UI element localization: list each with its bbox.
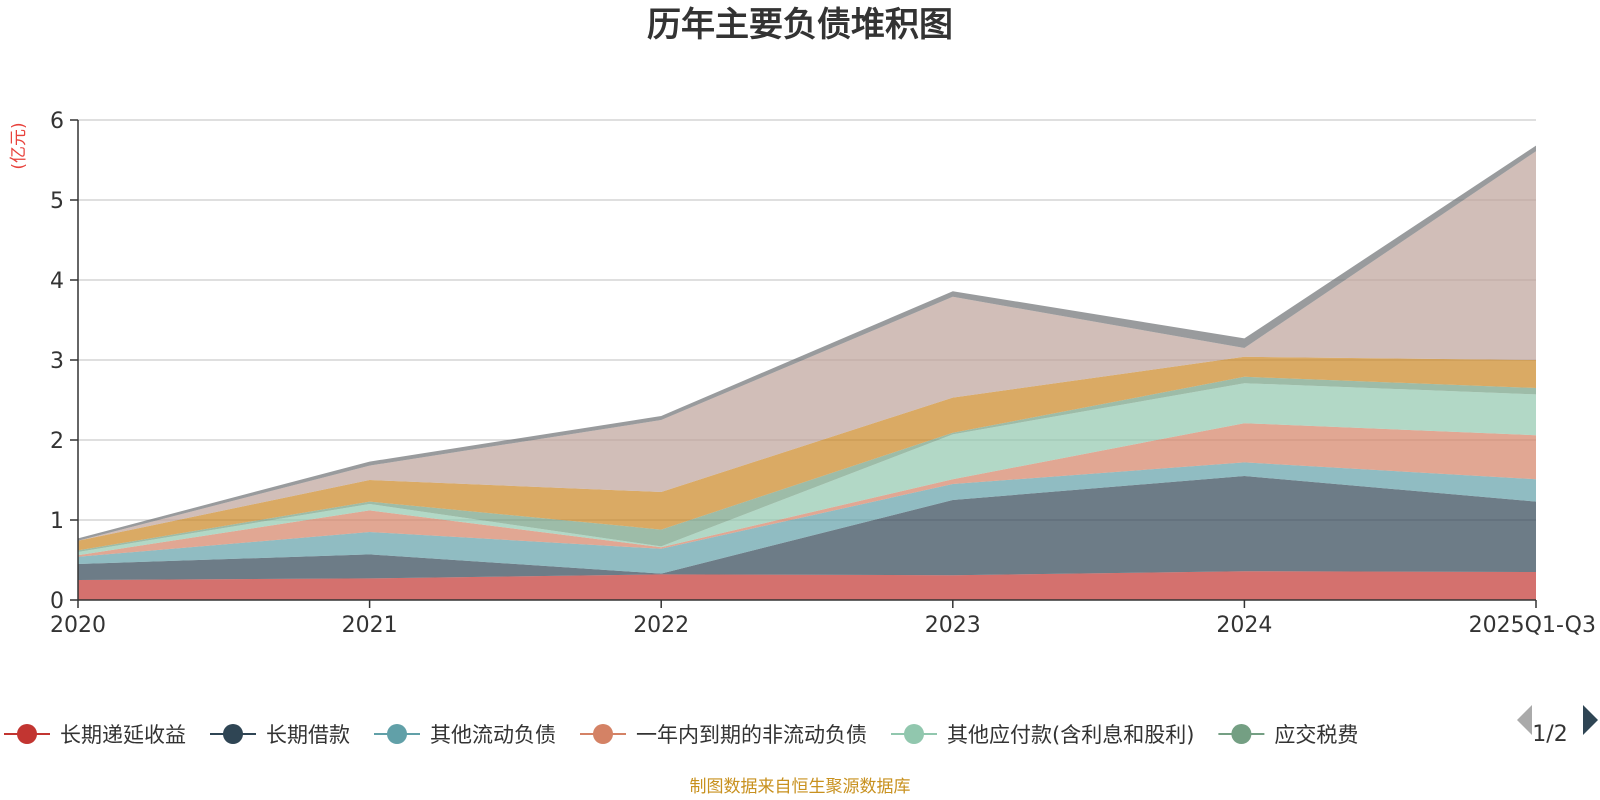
legend-item[interactable]: 长期递延收益 — [4, 723, 186, 747]
legend-marker-icon — [17, 724, 37, 744]
axes: 0 1 2 3 4 5 6 2020 2021 2022 2023 2024 2025Q1-Q3 — [50, 109, 1596, 638]
legend-label: 其他流动负债 — [430, 723, 556, 747]
series-areas — [78, 145, 1536, 600]
y-tick-label: 3 — [50, 349, 64, 374]
area-series-1[interactable] — [78, 476, 1536, 580]
legend-item[interactable]: 其他应付款(含利息和股利) — [891, 723, 1194, 747]
legend-label: 应交税费 — [1274, 723, 1358, 747]
legend: 长期递延收益 长期借款 其他流动负债 一年内到期的非流动负债 其他应付款(含利息和股利)… — [4, 723, 1358, 747]
x-tick-label: 2024 — [1216, 613, 1272, 638]
data-source-note: 制图数据来自恒生聚源数据库 — [690, 777, 911, 797]
legend-prev-icon[interactable] — [1517, 705, 1532, 735]
legend-next-icon[interactable] — [1583, 705, 1598, 735]
y-axis-unit: (亿元) — [9, 122, 29, 169]
area-series-2[interactable] — [78, 462, 1536, 574]
area-series-8[interactable] — [78, 145, 1536, 541]
chart-title: 历年主要负债堆积图 — [647, 5, 953, 45]
legend-marker-icon — [593, 724, 613, 744]
legend-item[interactable]: 长期借款 — [210, 723, 350, 747]
legend-label: 其他应付款(含利息和股利) — [947, 723, 1194, 747]
legend-label: 长期借款 — [266, 723, 350, 747]
legend-item[interactable]: 应交税费 — [1218, 723, 1358, 747]
y-tick-label: 5 — [50, 189, 64, 214]
x-tick-label: 2020 — [50, 613, 106, 638]
area-series-4[interactable] — [78, 383, 1536, 556]
legend-marker-icon — [387, 724, 407, 744]
x-tick-label: 2023 — [925, 613, 981, 638]
legend-marker-icon — [904, 724, 924, 744]
y-tick-label: 4 — [50, 269, 64, 294]
legend-page-indicator: 1/2 — [1532, 722, 1567, 747]
legend-pager: 1/2 — [1517, 705, 1598, 747]
legend-marker-icon — [223, 724, 243, 744]
y-tick-label: 1 — [50, 509, 64, 534]
area-series-0[interactable] — [78, 571, 1536, 600]
x-tick-label: 2021 — [342, 613, 398, 638]
legend-label: 一年内到期的非流动负债 — [636, 723, 867, 747]
y-tick-label: 0 — [50, 589, 64, 614]
y-tick-label: 6 — [50, 109, 64, 134]
legend-item[interactable]: 其他流动负债 — [374, 723, 556, 747]
area-series-3[interactable] — [78, 423, 1536, 557]
legend-marker-icon — [1231, 724, 1252, 744]
y-tick-label: 2 — [50, 429, 64, 454]
legend-item[interactable]: 一年内到期的非流动负债 — [580, 723, 867, 747]
x-tick-label: 2022 — [633, 613, 689, 638]
x-tick-label: 2025Q1-Q3 — [1469, 613, 1596, 638]
legend-label: 长期递延收益 — [60, 723, 186, 747]
area-series-6[interactable] — [78, 356, 1536, 551]
